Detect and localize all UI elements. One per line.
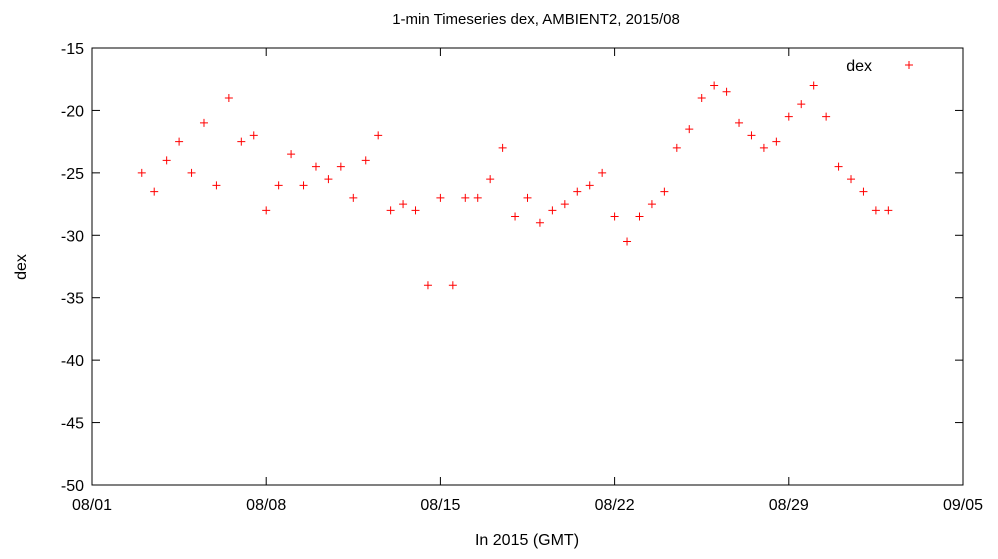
x-tick-label: 08/08 — [246, 497, 286, 514]
data-point — [473, 193, 482, 202]
y-tick-label: -45 — [61, 416, 84, 433]
data-point — [436, 193, 445, 202]
data-point — [448, 281, 457, 290]
data-point — [697, 93, 706, 102]
data-point — [486, 175, 495, 184]
data-point — [150, 187, 159, 196]
data-point — [834, 162, 843, 171]
data-point — [361, 156, 370, 165]
chart-title: 1-min Timeseries dex, AMBIENT2, 2015/08 — [392, 11, 680, 28]
data-point — [784, 112, 793, 121]
legend-label: dex — [846, 58, 872, 75]
data-point — [274, 181, 283, 190]
data-point — [797, 100, 806, 109]
plot-frame — [91, 47, 964, 486]
data-point — [423, 281, 432, 290]
y-tick-label: -25 — [61, 166, 84, 183]
data-point — [747, 131, 756, 140]
data-point — [237, 137, 246, 146]
legend-marker-plus — [905, 61, 913, 69]
y-tick-label: -40 — [61, 353, 84, 370]
data-point — [635, 212, 644, 221]
x-tick-label: 08/22 — [595, 497, 635, 514]
y-tick-label: -50 — [61, 478, 84, 495]
data-point — [710, 81, 719, 90]
data-point — [199, 118, 208, 127]
data-point — [461, 193, 470, 202]
y-axis: -15 -20 -25 -30 -35 -40 -45 -50 — [61, 41, 963, 495]
data-point — [137, 168, 146, 177]
data-point — [722, 87, 731, 96]
data-point — [871, 206, 880, 215]
data-point — [249, 131, 258, 140]
data-point — [884, 206, 893, 215]
legend: dex — [846, 58, 913, 75]
data-point — [262, 206, 271, 215]
data-point — [535, 218, 544, 227]
data-point — [585, 181, 594, 190]
data-point — [349, 193, 358, 202]
legend-marker — [905, 61, 913, 69]
y-tick-label: -20 — [61, 103, 84, 120]
x-tick-label: 08/29 — [769, 497, 809, 514]
x-tick-label: 09/05 — [943, 497, 983, 514]
data-point — [685, 125, 694, 134]
data-point — [399, 200, 408, 209]
data-point — [859, 187, 868, 196]
data-point — [523, 193, 532, 202]
x-tick-label: 08/15 — [420, 497, 460, 514]
y-tick-label: -35 — [61, 291, 84, 308]
data-point — [175, 137, 184, 146]
data-point — [847, 175, 856, 184]
data-point — [498, 143, 507, 152]
data-point — [647, 200, 656, 209]
y-tick-label: -15 — [61, 41, 84, 58]
data-point — [224, 93, 233, 102]
data-point — [735, 118, 744, 127]
x-tick-label: 08/01 — [72, 497, 112, 514]
data-point — [299, 181, 308, 190]
data-point — [336, 162, 345, 171]
data-point — [187, 168, 196, 177]
data-point — [560, 200, 569, 209]
data-point — [212, 181, 221, 190]
data-point — [623, 237, 632, 246]
data-point — [772, 137, 781, 146]
data-point — [511, 212, 520, 221]
data-point — [311, 162, 320, 171]
data-point — [548, 206, 557, 215]
data-point — [287, 150, 296, 159]
x-axis-label: In 2015 (GMT) — [475, 532, 579, 549]
data-point — [573, 187, 582, 196]
data-point — [162, 156, 171, 165]
data-point — [386, 206, 395, 215]
data-point — [822, 112, 831, 121]
data-point — [598, 168, 607, 177]
data-point — [610, 212, 619, 221]
data-point — [411, 206, 420, 215]
data-points — [137, 81, 893, 290]
data-point — [672, 143, 681, 152]
data-point — [324, 175, 333, 184]
y-tick-label: -30 — [61, 228, 84, 245]
x-axis: 08/01 08/08 08/15 08/22 08/29 09/05 — [72, 48, 983, 514]
data-point — [809, 81, 818, 90]
data-point — [759, 143, 768, 152]
data-point — [660, 187, 669, 196]
data-point — [374, 131, 383, 140]
y-axis-label: dex — [13, 254, 30, 280]
